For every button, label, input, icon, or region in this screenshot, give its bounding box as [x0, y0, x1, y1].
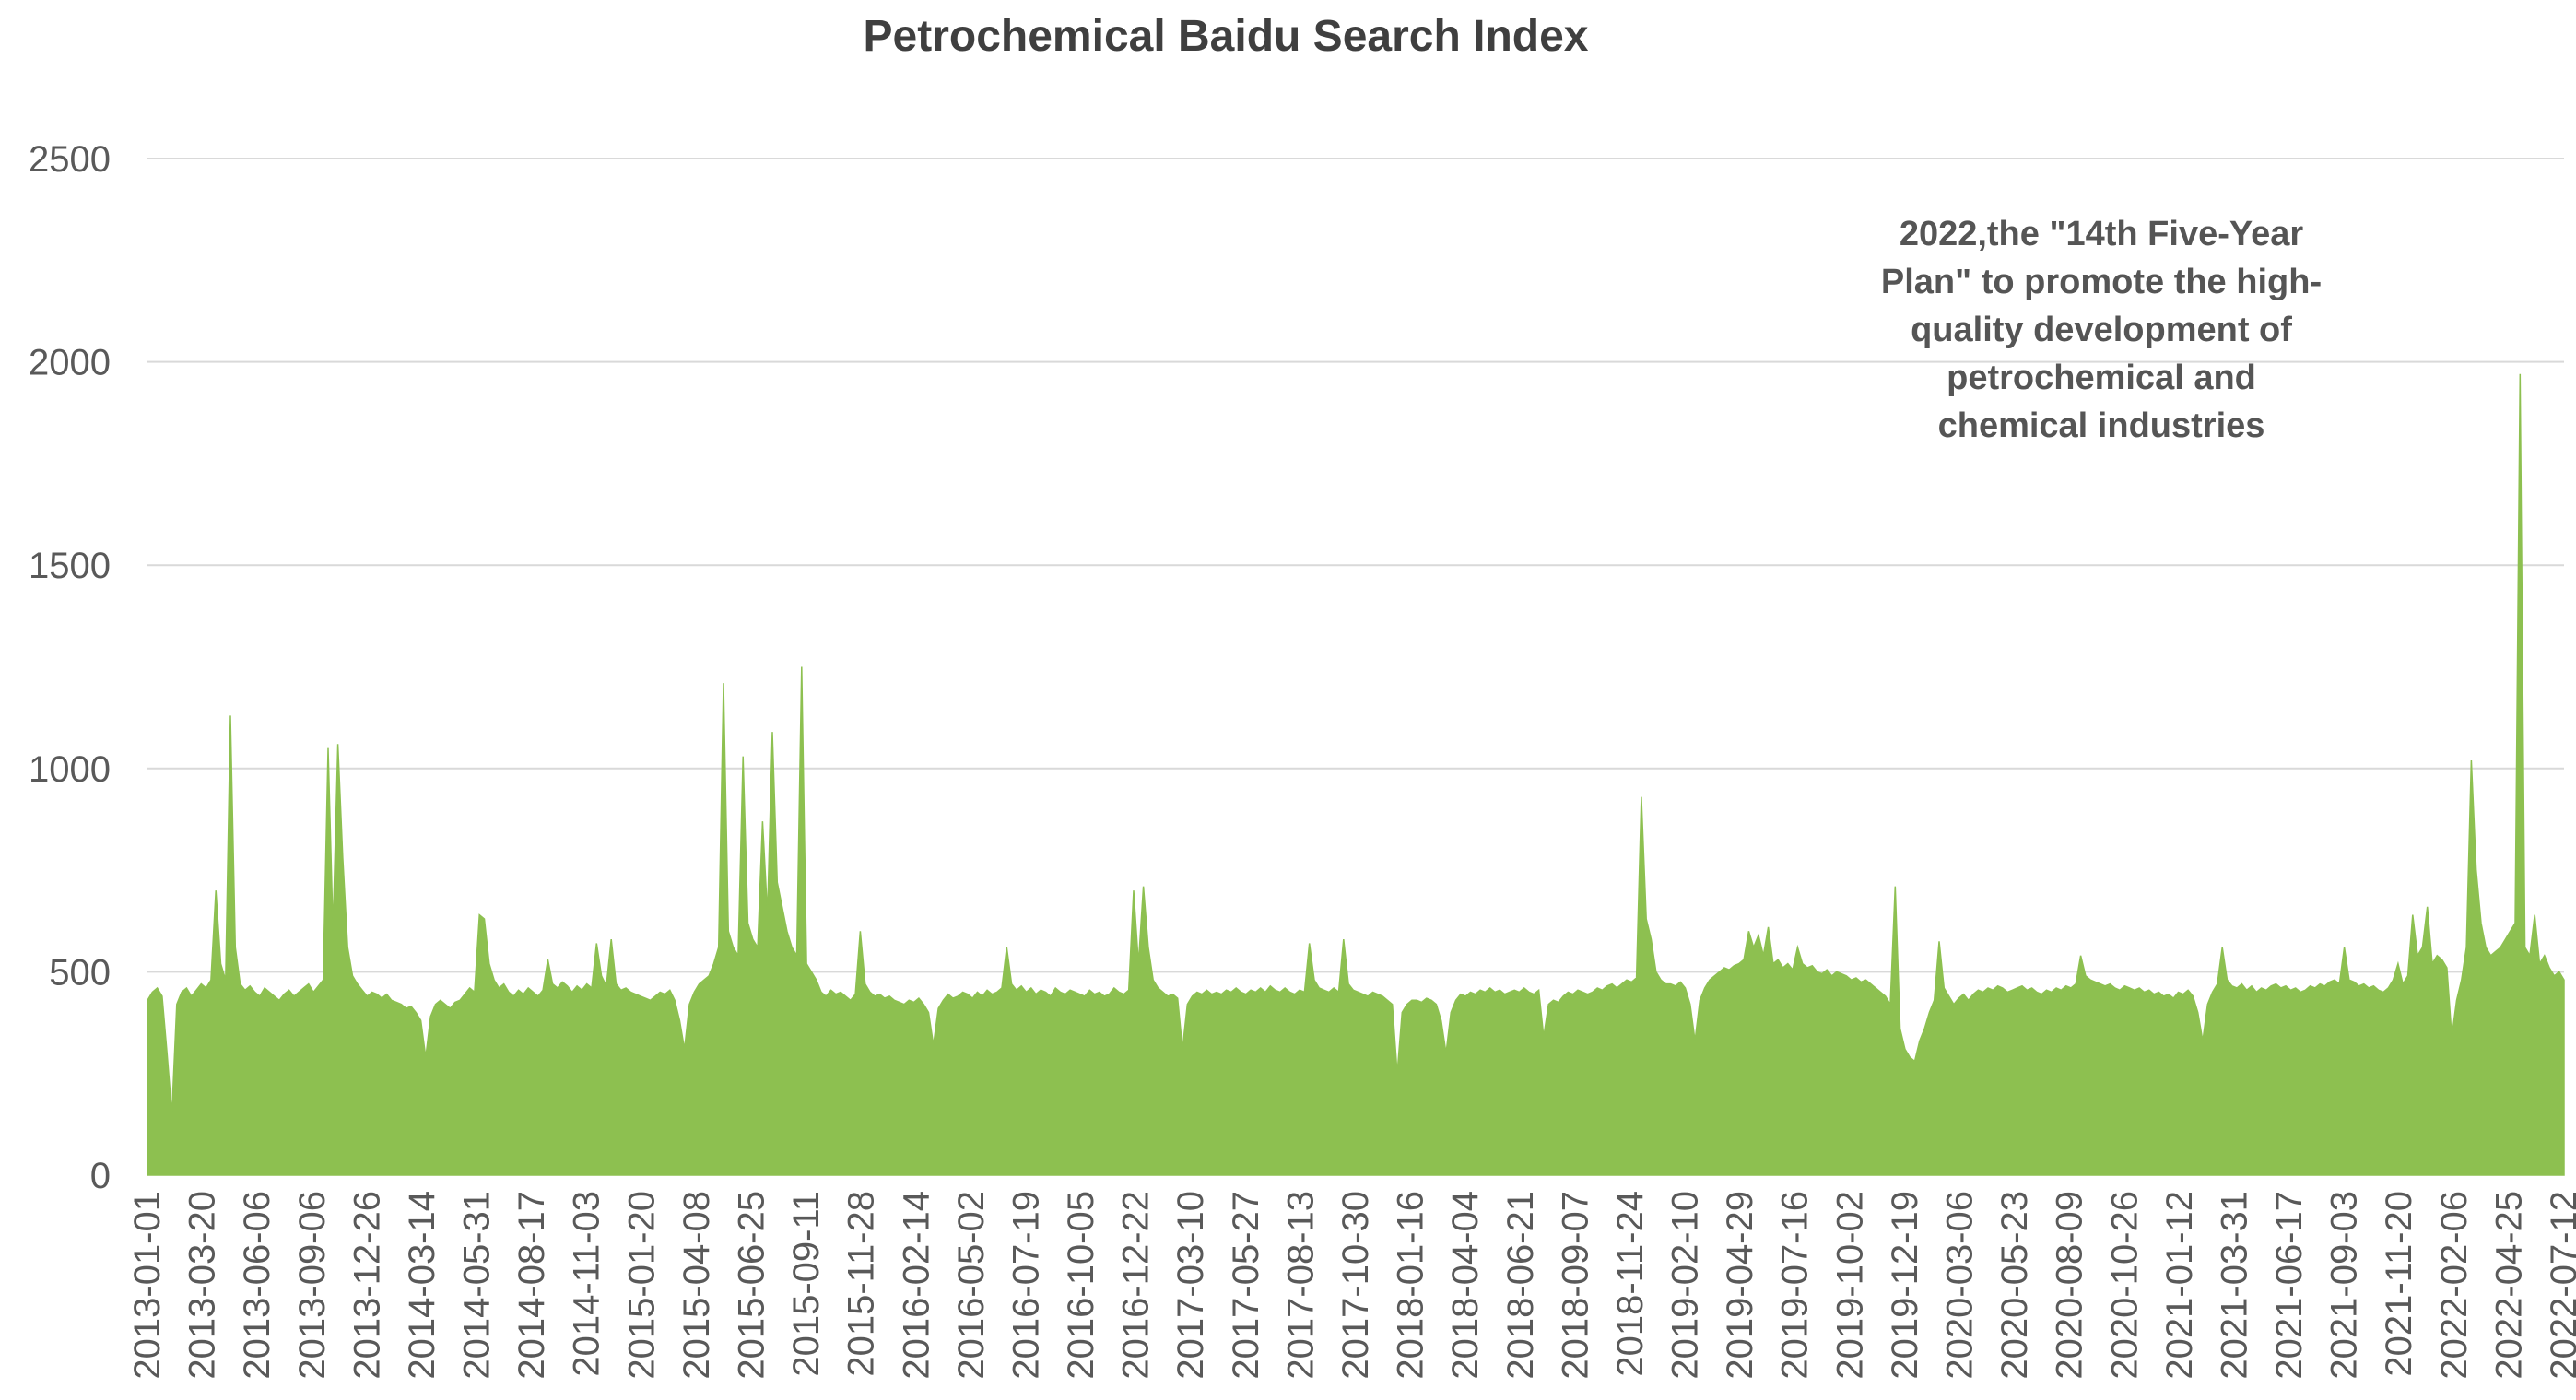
x-axis-tick-label: 2021-09-03 [2324, 1191, 2365, 1380]
x-axis-tick-label: 2015-11-28 [841, 1191, 882, 1377]
x-axis-tick-label: 2020-05-23 [1994, 1191, 2035, 1380]
x-axis-tick-label: 2016-02-14 [896, 1191, 936, 1380]
x-axis-tick-label: 2017-08-13 [1280, 1191, 1321, 1380]
x-axis-tick-label: 2013-09-06 [292, 1191, 333, 1380]
x-axis-tick-label: 2014-05-31 [457, 1191, 498, 1380]
x-axis-tick-label: 2022-02-06 [2434, 1191, 2475, 1380]
x-axis-tick-label: 2021-01-12 [2159, 1191, 2200, 1380]
annotation-line: 2022,the "14th Five-Year [1899, 215, 2304, 253]
x-axis-tick-label: 2013-12-26 [347, 1191, 387, 1380]
x-axis-tick-label: 2019-02-10 [1665, 1191, 1706, 1380]
annotation-line: Plan" to promote the high- [1880, 263, 2323, 301]
x-axis-tick-label: 2017-03-10 [1170, 1191, 1211, 1380]
annotation-line: petrochemical and [1947, 359, 2256, 397]
x-axis-tick-label: 2013-06-06 [237, 1191, 277, 1380]
y-axis-tick-label: 1000 [29, 749, 111, 790]
x-axis-tick-label: 2014-11-03 [567, 1191, 607, 1377]
x-axis-tick-label: 2015-01-20 [621, 1191, 662, 1380]
x-axis-tick-label: 2013-03-20 [182, 1191, 223, 1380]
x-axis-tick-label: 2018-01-16 [1391, 1191, 1431, 1380]
chart-title: Petrochemical Baidu Search Index [863, 12, 1589, 61]
y-axis-tick-label: 0 [90, 1156, 111, 1196]
x-axis-tick-label: 2020-10-26 [2104, 1191, 2145, 1380]
x-axis-tick-label: 2015-09-11 [786, 1191, 827, 1377]
annotation-text-block: 2022,the "14th Five-Year Plan" to promot… [1820, 210, 2382, 450]
x-axis-tick-label: 2019-07-16 [1775, 1191, 1816, 1380]
x-axis-tick-label: 2018-09-07 [1555, 1191, 1595, 1380]
y-axis-tick-label: 500 [49, 952, 111, 993]
x-axis-tick-label: 2017-10-30 [1335, 1191, 1376, 1380]
x-axis-tick-label: 2014-08-17 [512, 1191, 552, 1380]
x-axis-tick-label: 2021-11-20 [2379, 1191, 2419, 1377]
x-axis-tick-label: 2022-04-25 [2488, 1191, 2529, 1380]
y-axis-tick-label: 2000 [29, 343, 111, 383]
x-axis-tick-label: 2022-07-12 [2544, 1191, 2576, 1380]
x-axis-tick-label: 2015-04-08 [676, 1191, 717, 1380]
x-axis-tick-label: 2018-11-24 [1610, 1191, 1651, 1377]
x-axis-tick-label: 2017-05-27 [1226, 1191, 1266, 1380]
x-axis-tick-label: 2013-01-01 [127, 1191, 168, 1380]
x-axis-tick-label: 2016-10-05 [1061, 1191, 1101, 1380]
x-axis-tick-label: 2019-12-19 [1885, 1191, 1925, 1380]
x-axis-tick-label: 2016-12-22 [1116, 1191, 1157, 1380]
x-axis-tick-label: 2015-06-25 [732, 1191, 772, 1380]
x-axis-tick-label: 2018-06-21 [1500, 1191, 1541, 1380]
x-axis-tick-label: 2016-07-19 [1006, 1191, 1046, 1380]
x-axis-tick-label: 2020-08-09 [2050, 1191, 2090, 1380]
annotation-line: chemical industries [1937, 406, 2265, 445]
x-axis-tick-label: 2019-10-02 [1829, 1191, 1870, 1380]
y-axis-tick-label: 1500 [29, 546, 111, 586]
x-axis-tick-label: 2016-05-02 [951, 1191, 992, 1380]
series-area [147, 373, 2565, 1176]
x-axis-tick-label: 2014-03-14 [402, 1191, 442, 1380]
x-axis-tick-label: 2020-03-06 [1940, 1191, 1981, 1380]
x-axis-tick-label: 2019-04-29 [1720, 1191, 1760, 1380]
x-axis-tick-label: 2021-03-31 [2214, 1191, 2254, 1380]
x-axis-tick-label: 2018-04-04 [1445, 1191, 1486, 1380]
y-axis-tick-label: 2500 [29, 139, 111, 180]
annotation-line: quality development of [1911, 311, 2292, 349]
x-axis-tick-label: 2021-06-17 [2269, 1191, 2310, 1380]
